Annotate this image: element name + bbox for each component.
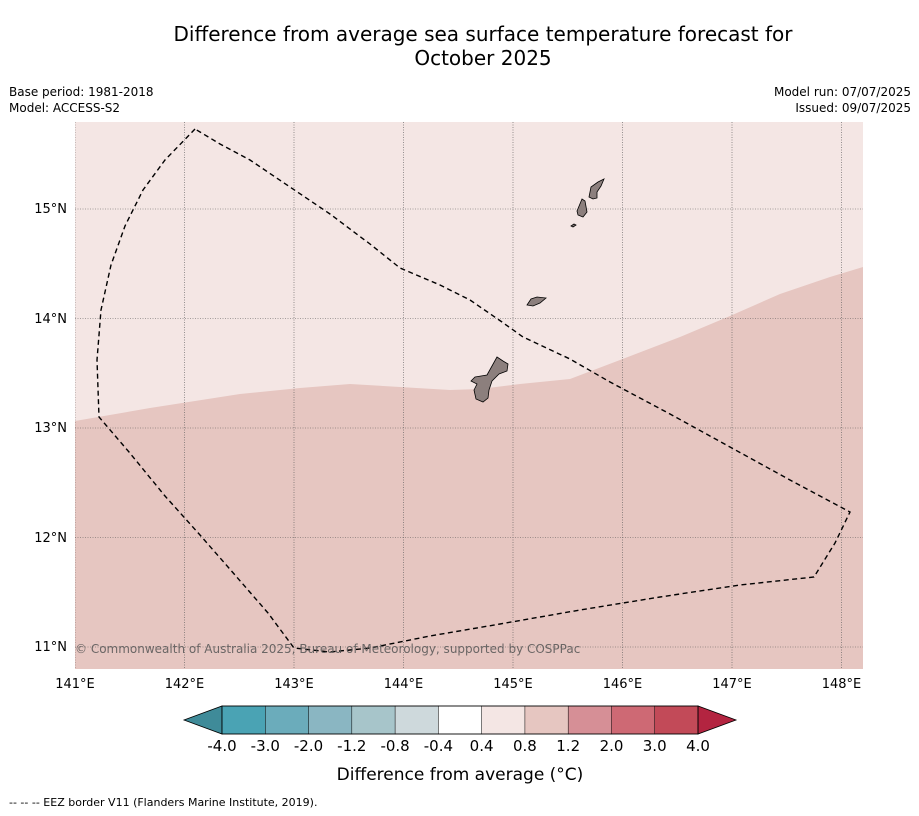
lon-label: 146°E [603,677,643,692]
colorbar-cell [394,705,439,735]
eez-border [96,128,851,653]
lat-label: 13°N [34,421,67,436]
colorbar-over-arrow [697,705,738,735]
map-panel: © Commonwealth of Australia 2025, Bureau… [75,122,863,669]
chart-title: Difference from average sea surface temp… [173,22,793,70]
longitude-labels: 141°E 142°E 143°E 144°E 145°E 146°E 147°… [55,677,861,692]
colorbar-label: 3.0 [643,737,667,755]
gridlines [75,122,863,669]
issued-date: Issued: 09/07/2025 [795,101,911,115]
colorbar-label: 0.8 [513,737,537,755]
model-run: Model run: 07/07/2025 [773,85,911,99]
saipan-island [588,178,605,200]
rota-island [526,296,547,307]
colorbar-label: 4.0 [686,737,710,755]
lon-label: 148°E [822,677,862,692]
colorbar-label: -2.0 [294,737,323,755]
info-right: Model run: 07/07/2025 Issued: 09/07/2025 [774,84,911,116]
colorbar-label: 1.2 [556,737,580,755]
colorbar-title: Difference from average (°C) [337,765,584,785]
lon-label: 142°E [165,677,205,692]
lon-label: 143°E [274,677,314,692]
lon-label: 144°E [384,677,424,692]
base-period: Base period: 1981-2018 [9,85,154,99]
colorbar-label: 0.4 [470,737,494,755]
colorbar-cell [481,705,526,735]
colorbar-cell [221,705,266,735]
guam-island [470,356,509,403]
model-name: Model: ACCESS-S2 [9,101,121,115]
colorbar-label: -0.4 [424,737,453,755]
lon-label: 147°E [712,677,752,692]
lat-label: 12°N [34,531,67,546]
colorbar-cells [221,705,699,735]
colorbar-cell [611,705,656,735]
lat-label: 11°N [34,640,67,655]
copyright-text: © Commonwealth of Australia 2025, Bureau… [75,642,580,656]
land-masses [470,178,605,403]
lat-label: 15°N [34,202,67,217]
colorbar-label: 2.0 [600,737,624,755]
lon-label: 141°E [55,677,95,692]
colorbar-cell [308,705,353,735]
latitude-labels: 15°N 14°N 13°N 12°N 11°N [34,202,67,655]
aguijan-islet [570,223,577,228]
colorbar-cell [265,705,310,735]
colorbar-under-arrow [182,705,223,735]
colorbar-label: -0.8 [380,737,409,755]
anomaly-region-dark [75,267,863,669]
colorbar-cell [438,705,483,735]
info-left: Base period: 1981-2018 Model: ACCESS-S2 [9,84,154,116]
colorbar-cell [654,705,699,735]
colorbar-cell [524,705,569,735]
colorbar-cell [351,705,396,735]
colorbar-cell [567,705,612,735]
eez-footnote: -- -- -- EEZ border V11 (Flanders Marine… [9,796,318,809]
tinian-island [576,198,588,218]
colorbar-label: -4.0 [207,737,236,755]
colorbar-outline [221,705,699,735]
lat-label: 14°N [34,312,67,327]
lon-label: 145°E [493,677,533,692]
colorbar-label: -1.2 [337,737,366,755]
colorbar-label: -3.0 [251,737,280,755]
colorbar: -4.0 -3.0 -2.0 -1.2 -0.8 -0.4 0.4 0.8 1.… [182,705,738,785]
